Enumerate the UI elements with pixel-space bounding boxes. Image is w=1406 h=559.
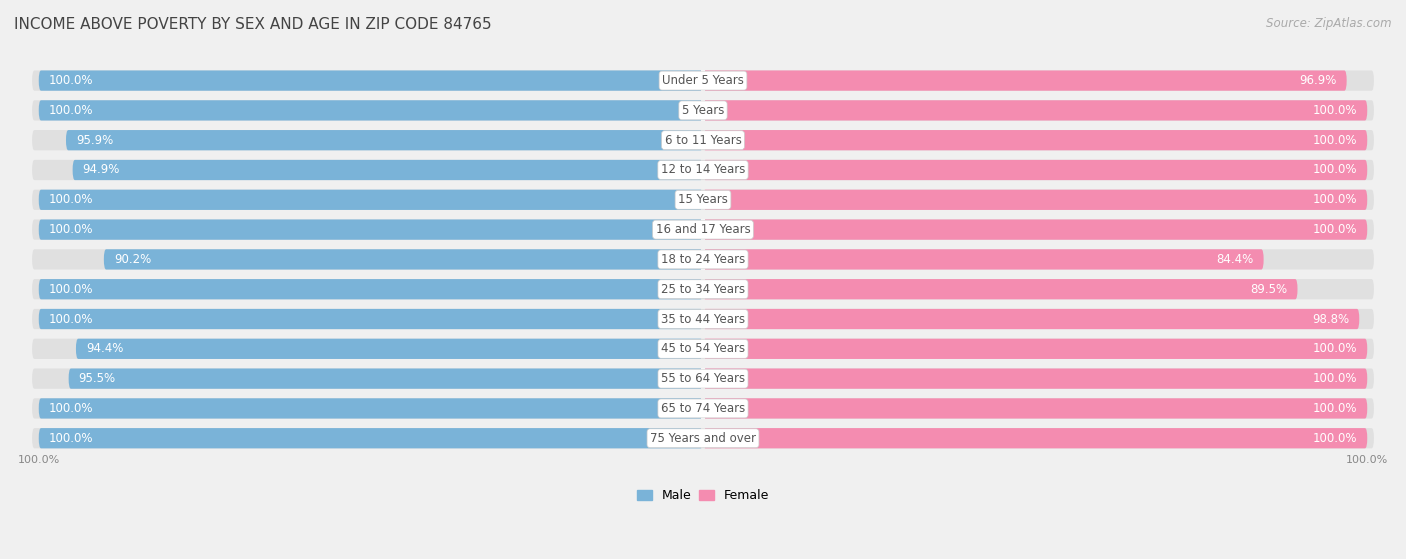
Text: 95.9%: 95.9% bbox=[76, 134, 112, 146]
FancyBboxPatch shape bbox=[32, 160, 1374, 180]
FancyBboxPatch shape bbox=[703, 249, 1264, 269]
Bar bbox=[702, 190, 704, 210]
Text: 100.0%: 100.0% bbox=[1313, 372, 1357, 385]
FancyBboxPatch shape bbox=[32, 100, 1374, 121]
FancyBboxPatch shape bbox=[703, 368, 1367, 389]
FancyBboxPatch shape bbox=[32, 399, 1374, 419]
FancyBboxPatch shape bbox=[39, 220, 703, 240]
Bar bbox=[702, 70, 704, 91]
Text: 100.0%: 100.0% bbox=[49, 402, 93, 415]
FancyBboxPatch shape bbox=[703, 279, 1298, 300]
FancyBboxPatch shape bbox=[703, 339, 1367, 359]
Text: 100.0%: 100.0% bbox=[1346, 454, 1388, 465]
Text: 100.0%: 100.0% bbox=[1313, 104, 1357, 117]
Text: 89.5%: 89.5% bbox=[1250, 283, 1288, 296]
Bar bbox=[702, 249, 704, 269]
Text: 100.0%: 100.0% bbox=[1313, 163, 1357, 177]
Legend: Male, Female: Male, Female bbox=[631, 485, 775, 508]
FancyBboxPatch shape bbox=[69, 368, 703, 389]
Text: 100.0%: 100.0% bbox=[49, 193, 93, 206]
Text: 55 to 64 Years: 55 to 64 Years bbox=[661, 372, 745, 385]
FancyBboxPatch shape bbox=[32, 279, 1374, 300]
FancyBboxPatch shape bbox=[703, 428, 1367, 448]
FancyBboxPatch shape bbox=[703, 399, 1367, 419]
Text: 100.0%: 100.0% bbox=[49, 223, 93, 236]
Text: 100.0%: 100.0% bbox=[1313, 342, 1357, 356]
FancyBboxPatch shape bbox=[32, 220, 1374, 240]
Text: 100.0%: 100.0% bbox=[49, 283, 93, 296]
Bar bbox=[702, 100, 704, 121]
FancyBboxPatch shape bbox=[703, 220, 1367, 240]
FancyBboxPatch shape bbox=[703, 100, 1367, 121]
Text: 98.8%: 98.8% bbox=[1312, 312, 1350, 325]
Bar bbox=[702, 220, 704, 240]
FancyBboxPatch shape bbox=[39, 190, 703, 210]
FancyBboxPatch shape bbox=[32, 130, 1374, 150]
FancyBboxPatch shape bbox=[39, 70, 703, 91]
Text: 100.0%: 100.0% bbox=[1313, 432, 1357, 445]
Bar bbox=[702, 279, 704, 300]
Text: 90.2%: 90.2% bbox=[114, 253, 150, 266]
FancyBboxPatch shape bbox=[703, 190, 1367, 210]
Text: 65 to 74 Years: 65 to 74 Years bbox=[661, 402, 745, 415]
Text: INCOME ABOVE POVERTY BY SEX AND AGE IN ZIP CODE 84765: INCOME ABOVE POVERTY BY SEX AND AGE IN Z… bbox=[14, 17, 492, 32]
FancyBboxPatch shape bbox=[76, 339, 703, 359]
Text: 18 to 24 Years: 18 to 24 Years bbox=[661, 253, 745, 266]
Text: 6 to 11 Years: 6 to 11 Years bbox=[665, 134, 741, 146]
FancyBboxPatch shape bbox=[703, 70, 1347, 91]
Text: 75 Years and over: 75 Years and over bbox=[650, 432, 756, 445]
Bar bbox=[702, 160, 704, 180]
FancyBboxPatch shape bbox=[32, 368, 1374, 389]
FancyBboxPatch shape bbox=[32, 249, 1374, 269]
Text: 12 to 14 Years: 12 to 14 Years bbox=[661, 163, 745, 177]
Text: 95.5%: 95.5% bbox=[79, 372, 115, 385]
Text: 84.4%: 84.4% bbox=[1216, 253, 1254, 266]
FancyBboxPatch shape bbox=[39, 309, 703, 329]
Text: 100.0%: 100.0% bbox=[49, 74, 93, 87]
FancyBboxPatch shape bbox=[703, 160, 1367, 180]
Text: 100.0%: 100.0% bbox=[18, 454, 60, 465]
Text: 100.0%: 100.0% bbox=[1313, 223, 1357, 236]
FancyBboxPatch shape bbox=[32, 70, 1374, 91]
Text: 100.0%: 100.0% bbox=[1313, 134, 1357, 146]
FancyBboxPatch shape bbox=[39, 399, 703, 419]
Bar bbox=[702, 428, 704, 448]
FancyBboxPatch shape bbox=[32, 309, 1374, 329]
FancyBboxPatch shape bbox=[39, 279, 703, 300]
Text: 94.9%: 94.9% bbox=[83, 163, 120, 177]
FancyBboxPatch shape bbox=[32, 190, 1374, 210]
Text: 45 to 54 Years: 45 to 54 Years bbox=[661, 342, 745, 356]
Text: 100.0%: 100.0% bbox=[1313, 402, 1357, 415]
Bar bbox=[702, 339, 704, 359]
Text: 5 Years: 5 Years bbox=[682, 104, 724, 117]
FancyBboxPatch shape bbox=[73, 160, 703, 180]
Bar bbox=[702, 368, 704, 389]
Text: 100.0%: 100.0% bbox=[49, 104, 93, 117]
Text: 100.0%: 100.0% bbox=[49, 432, 93, 445]
Text: 35 to 44 Years: 35 to 44 Years bbox=[661, 312, 745, 325]
Text: Source: ZipAtlas.com: Source: ZipAtlas.com bbox=[1267, 17, 1392, 30]
Text: 100.0%: 100.0% bbox=[1313, 193, 1357, 206]
Text: 15 Years: 15 Years bbox=[678, 193, 728, 206]
Text: 25 to 34 Years: 25 to 34 Years bbox=[661, 283, 745, 296]
Text: 16 and 17 Years: 16 and 17 Years bbox=[655, 223, 751, 236]
Bar bbox=[702, 130, 704, 150]
FancyBboxPatch shape bbox=[66, 130, 703, 150]
Text: 100.0%: 100.0% bbox=[49, 312, 93, 325]
Text: 96.9%: 96.9% bbox=[1299, 74, 1337, 87]
FancyBboxPatch shape bbox=[104, 249, 703, 269]
FancyBboxPatch shape bbox=[703, 130, 1367, 150]
FancyBboxPatch shape bbox=[703, 309, 1360, 329]
Bar bbox=[702, 399, 704, 419]
Text: 94.4%: 94.4% bbox=[86, 342, 124, 356]
Text: Under 5 Years: Under 5 Years bbox=[662, 74, 744, 87]
Bar bbox=[702, 309, 704, 329]
FancyBboxPatch shape bbox=[32, 428, 1374, 448]
FancyBboxPatch shape bbox=[32, 339, 1374, 359]
FancyBboxPatch shape bbox=[39, 428, 703, 448]
FancyBboxPatch shape bbox=[39, 100, 703, 121]
